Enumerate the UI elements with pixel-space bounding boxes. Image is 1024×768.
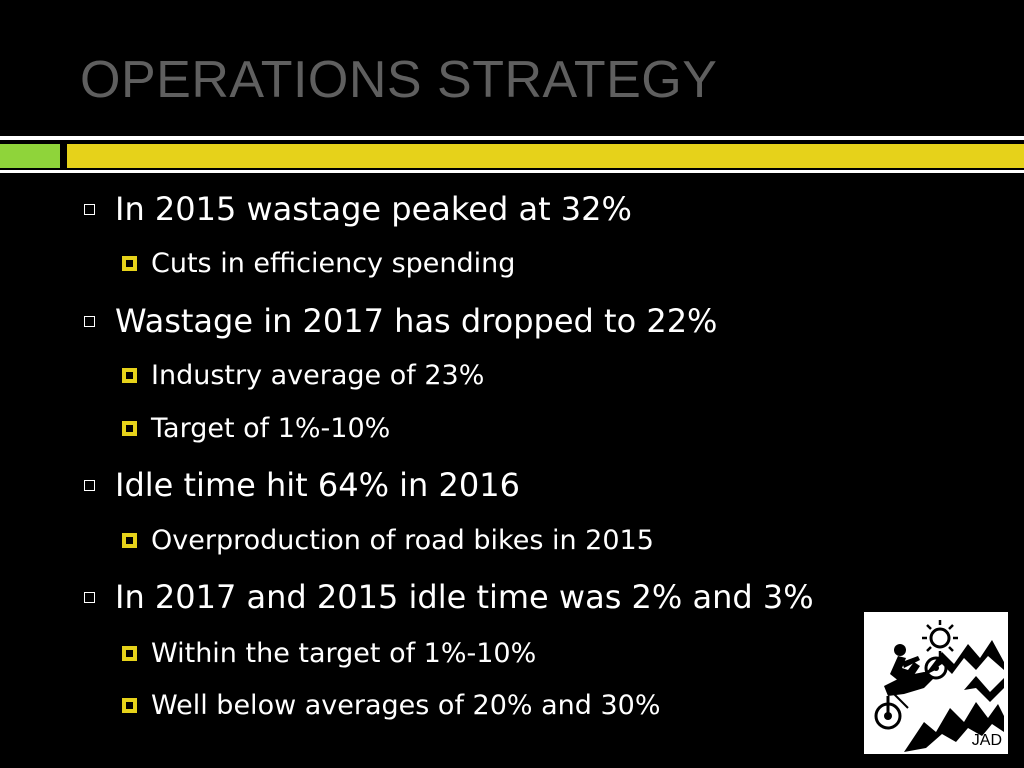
sub-bullet-text: Target of 1%-10% (151, 413, 391, 444)
hollow-square-bullet-icon (84, 479, 95, 491)
sub-bullet-text: Cuts in efficiency spending (151, 248, 516, 279)
sub-bullet-item: Overproduction of road bikes in 2015 (122, 525, 654, 556)
yellow-square-bullet-icon (122, 368, 137, 383)
sub-bullet-item: Industry average of 23% (122, 360, 484, 391)
bullet-text: Idle time hit 64% in 2016 (115, 466, 520, 504)
header-accent-green (0, 144, 60, 168)
logo-text: JAD (971, 732, 1002, 749)
bullet-text: Wastage in 2017 has dropped to 22% (115, 302, 718, 340)
hollow-square-bullet-icon (84, 315, 95, 327)
hollow-square-bullet-icon (84, 591, 95, 603)
sub-bullet-text: Overproduction of road bikes in 2015 (151, 525, 654, 556)
yellow-square-bullet-icon (122, 256, 137, 271)
bullet-text: In 2015 wastage peaked at 32% (115, 190, 632, 228)
bullet-text: In 2017 and 2015 idle time was 2% and 3% (115, 578, 814, 616)
bullet-item: Wastage in 2017 has dropped to 22% (84, 302, 717, 340)
yellow-square-bullet-icon (122, 533, 137, 548)
motorcycle-rider-logo-icon (874, 620, 1004, 752)
sub-bullet-item: Target of 1%-10% (122, 413, 390, 444)
sub-bullet-item: Within the target of 1%-10% (122, 638, 536, 669)
yellow-square-bullet-icon (122, 698, 137, 713)
yellow-square-bullet-icon (122, 646, 137, 661)
sub-bullet-text: Within the target of 1%-10% (151, 638, 537, 669)
jad-logo: JAD (864, 612, 1008, 754)
sub-bullet-text: Industry average of 23% (151, 360, 485, 391)
hollow-square-bullet-icon (84, 203, 95, 215)
sub-bullet-item: Cuts in efficiency spending (122, 248, 515, 279)
bullet-item: Idle time hit 64% in 2016 (84, 466, 520, 504)
bullet-item: In 2015 wastage peaked at 32% (84, 190, 632, 228)
yellow-square-bullet-icon (122, 421, 137, 436)
header-rule-top (0, 136, 1024, 140)
bullet-item: In 2017 and 2015 idle time was 2% and 3% (84, 578, 814, 616)
header-rule-bottom (0, 170, 1024, 173)
sub-bullet-text: Well below averages of 20% and 30% (151, 690, 661, 721)
slide-title: OPERATIONS STRATEGY (80, 51, 718, 109)
header-accent-yellow (67, 144, 1024, 168)
sub-bullet-item: Well below averages of 20% and 30% (122, 690, 661, 721)
